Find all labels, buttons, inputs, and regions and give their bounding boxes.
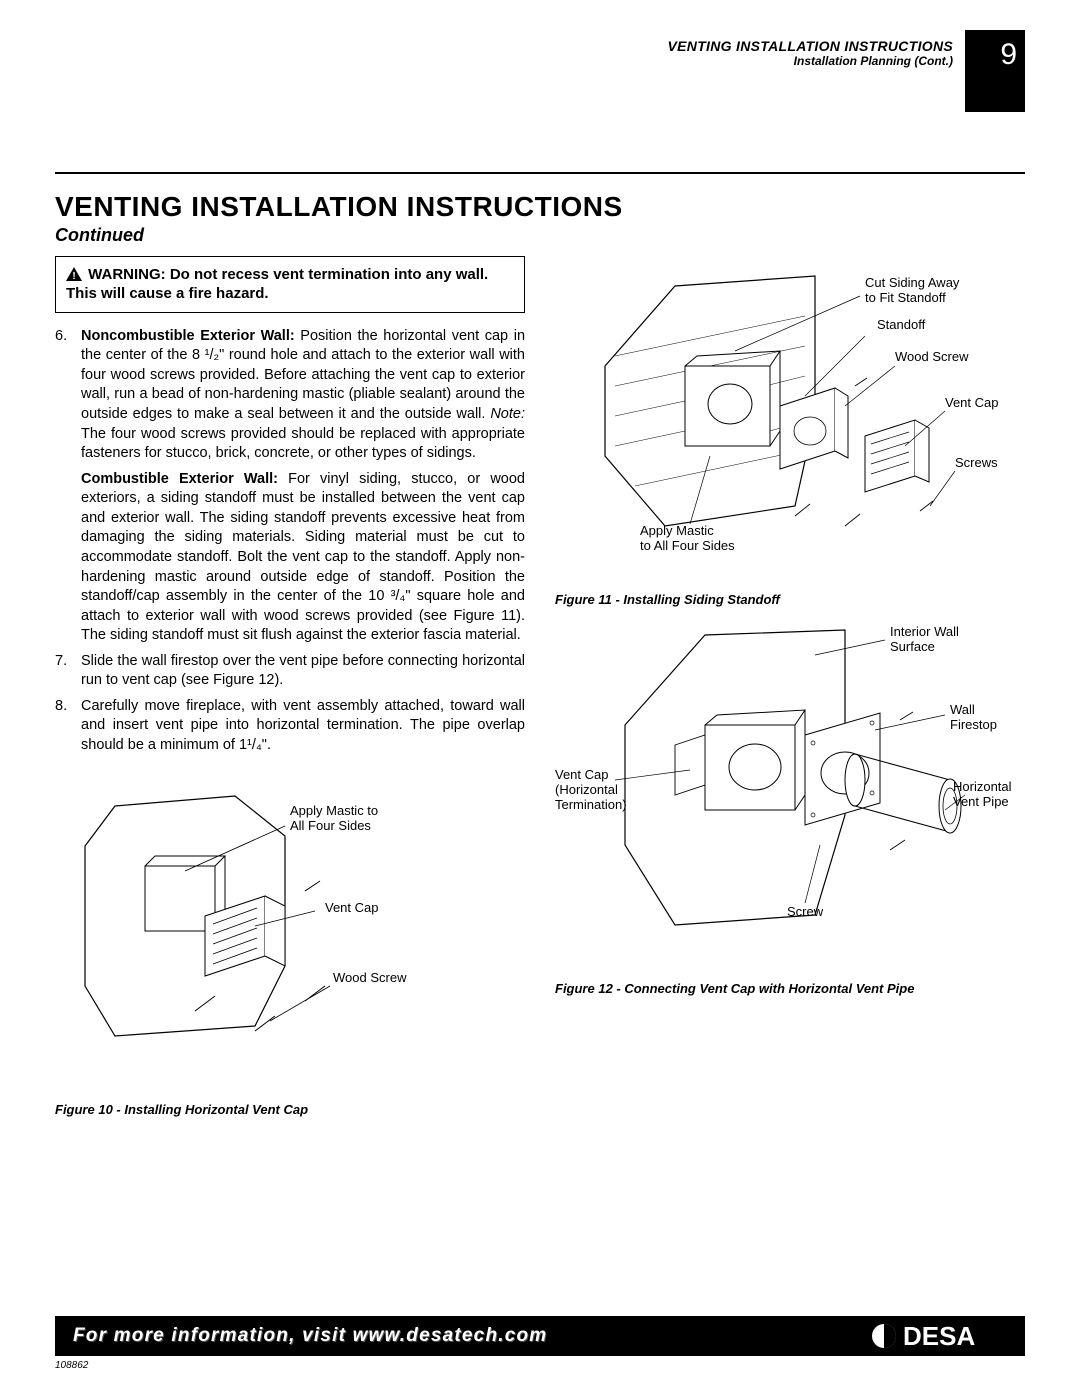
fig11-label-standoff: Standoff [877, 318, 925, 333]
content-columns: ! WARNING: Do not recess vent terminatio… [55, 256, 1025, 1117]
header-text: VENTING INSTALLATION INSTRUCTIONS Instal… [668, 30, 953, 68]
step6-note-body: The four wood screws provided should be … [81, 426, 525, 462]
figure-11: Cut Siding Away to Fit Standoff Standoff… [555, 256, 1025, 586]
warning-text: WARNING: Do not recess vent termination … [66, 266, 488, 303]
step6b-lead: Combustible Exterior Wall: [81, 471, 278, 487]
fig12-label-pipe: Horizontal Vent Pipe [953, 780, 1012, 810]
fig10-label-ventcap: Vent Cap [325, 901, 379, 916]
left-column: ! WARNING: Do not recess vent terminatio… [55, 256, 525, 1117]
divider [55, 172, 1025, 174]
step-body: Noncombustible Exterior Wall: Position t… [81, 327, 525, 646]
figure-12: Interior Wall Surface Wall Firestop Vent… [555, 615, 1025, 975]
fig11-label-mastic: Apply Mastic to All Four Sides [640, 524, 735, 554]
footer-text: For more information, visit www.desatech… [73, 1325, 547, 1347]
step-number: 6. [55, 327, 81, 646]
title-text: VENTING INSTALLATION INSTRUCTIONS [55, 191, 623, 222]
figure-12-caption: Figure 12 - Connecting Vent Cap with Hor… [555, 981, 1025, 996]
step6b-body: For vinyl siding, stucco, or wood exteri… [81, 471, 525, 644]
warning-icon: ! [66, 267, 82, 281]
fig12-label-ventcap: Vent Cap (Horizontal Termination) [555, 768, 627, 813]
subtitle: Continued [55, 225, 1025, 246]
brand-text: DESA [903, 1321, 975, 1351]
instruction-list: 6. Noncombustible Exterior Wall: Positio… [55, 327, 525, 756]
step-7: 7. Slide the wall firestop over the vent… [55, 652, 525, 691]
right-column: Cut Siding Away to Fit Standoff Standoff… [555, 256, 1025, 1117]
document-id: 108862 [55, 1360, 1025, 1371]
step6-lead: Noncombustible Exterior Wall: [81, 328, 295, 344]
fig12-label-firestop: Wall Firestop [950, 703, 997, 733]
figure-10-caption: Figure 10 - Installing Horizontal Vent C… [55, 1102, 525, 1117]
warning-box: ! WARNING: Do not recess vent terminatio… [55, 256, 525, 313]
figure-10: Apply Mastic to All Four Sides Vent Cap … [55, 766, 525, 1096]
svg-text:!: ! [72, 271, 75, 281]
header-line2: Installation Planning (Cont.) [668, 54, 953, 68]
step-number: 8. [55, 697, 81, 756]
step-body: Carefully move fireplace, with vent asse… [81, 697, 525, 756]
fig12-label-interior: Interior Wall Surface [890, 625, 959, 655]
footer-bar: For more information, visit www.desatech… [55, 1316, 1025, 1356]
page-title: VENTING INSTALLATION INSTRUCTIONS [55, 192, 1025, 223]
fig11-label-cutsiding: Cut Siding Away to Fit Standoff [865, 276, 959, 306]
page-number: 9 [965, 30, 1025, 112]
page: VENTING INSTALLATION INSTRUCTIONS Instal… [0, 0, 1080, 1397]
fig12-label-screw: Screw [787, 905, 823, 920]
step-number: 7. [55, 652, 81, 691]
fig11-label-screws: Screws [955, 456, 998, 471]
figure-11-caption: Figure 11 - Installing Siding Standoff [555, 592, 1025, 607]
fig10-label-mastic: Apply Mastic to All Four Sides [290, 804, 378, 834]
step-6: 6. Noncombustible Exterior Wall: Positio… [55, 327, 525, 646]
page-footer: For more information, visit www.desatech… [0, 1316, 1080, 1371]
page-number-text: 9 [1000, 38, 1017, 72]
step-body: Slide the wall firestop over the vent pi… [81, 652, 525, 691]
fig10-label-woodscrew: Wood Screw [333, 971, 406, 986]
step6-note-label: Note: [490, 406, 525, 422]
fig11-label-woodscrew: Wood Screw [895, 350, 968, 365]
brand-logo: DESA [871, 1321, 1011, 1351]
page-header: VENTING INSTALLATION INSTRUCTIONS Instal… [55, 30, 1025, 112]
step-8: 8. Carefully move fireplace, with vent a… [55, 697, 525, 756]
header-line1: VENTING INSTALLATION INSTRUCTIONS [668, 38, 953, 54]
fig11-label-ventcap: Vent Cap [945, 396, 999, 411]
